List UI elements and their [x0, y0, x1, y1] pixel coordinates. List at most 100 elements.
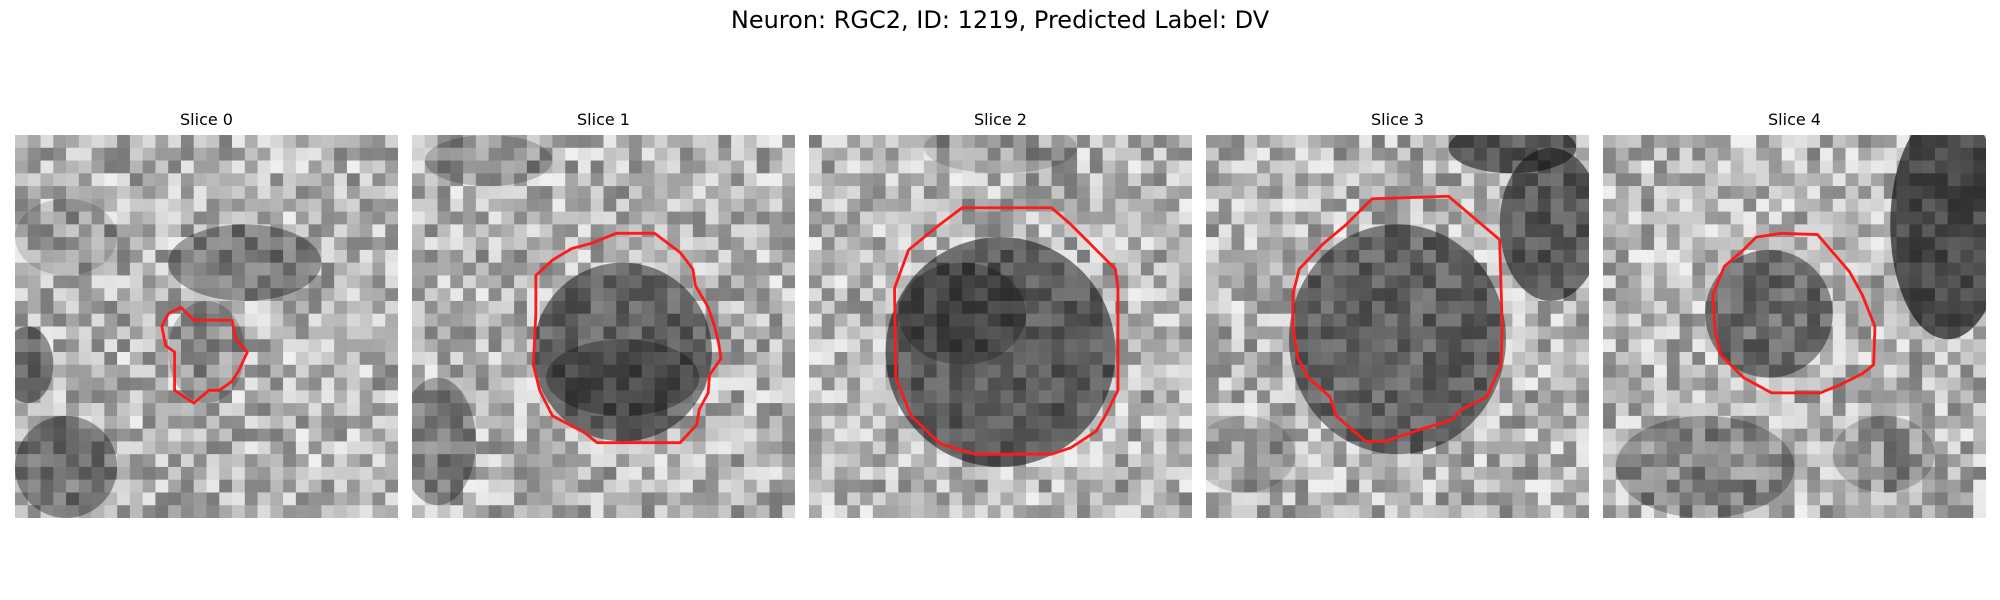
pixel: [359, 492, 373, 506]
pixel: [590, 377, 604, 391]
pixel: [1410, 211, 1424, 225]
pixel: [206, 479, 220, 493]
pixel: [1603, 237, 1617, 251]
pixel: [437, 326, 451, 340]
pixel: [782, 390, 795, 404]
pixel: [629, 441, 643, 455]
pixel: [372, 160, 386, 174]
pixel: [743, 262, 757, 276]
pixel: [834, 390, 848, 404]
pixel: [232, 454, 246, 468]
pixel: [782, 300, 795, 314]
pixel: [1448, 466, 1462, 480]
pixel: [412, 428, 426, 442]
pixel: [1768, 364, 1782, 378]
pixel: [1576, 300, 1589, 314]
pixel: [1550, 492, 1564, 506]
pixel: [1269, 466, 1283, 480]
pixel: [705, 173, 719, 187]
pixel: [1615, 198, 1629, 212]
pixel: [1359, 275, 1373, 289]
pixel: [860, 377, 874, 391]
pixel: [1768, 300, 1782, 314]
pixel: [949, 147, 963, 161]
pixel: [372, 364, 386, 378]
pixel: [437, 211, 451, 225]
pixel: [1384, 275, 1398, 289]
pixel: [1641, 352, 1655, 366]
pixel: [731, 224, 745, 238]
pixel: [1563, 377, 1577, 391]
pixel: [1333, 275, 1347, 289]
pixel: [53, 352, 67, 366]
pixel: [1615, 492, 1629, 506]
pixel: [1461, 377, 1475, 391]
pixel: [1615, 326, 1629, 340]
pixel: [1537, 339, 1551, 353]
pixel: [1576, 377, 1589, 391]
pixel: [1628, 339, 1642, 353]
pixel: [1666, 262, 1680, 276]
pixel: [91, 403, 105, 417]
pixel: [1359, 364, 1373, 378]
pixel: [1051, 173, 1065, 187]
pixel: [1705, 415, 1719, 429]
pixel: [1320, 492, 1334, 506]
pixel: [206, 377, 220, 391]
pixel: [129, 198, 143, 212]
pixel: [1359, 492, 1373, 506]
pixel: [219, 262, 233, 276]
pixel: [346, 135, 360, 149]
pixel: [334, 403, 348, 417]
pixel: [577, 364, 591, 378]
pixel: [1756, 428, 1770, 442]
pixel: [769, 186, 783, 200]
pixel: [295, 160, 309, 174]
pixel: [860, 313, 874, 327]
pixel: [680, 288, 694, 302]
pixel: [321, 186, 335, 200]
pixel: [1206, 313, 1220, 327]
pixel: [847, 390, 861, 404]
pixel: [1794, 249, 1808, 263]
pixel: [514, 147, 528, 161]
pixel: [1794, 352, 1808, 366]
pixel: [283, 339, 297, 353]
pixel: [1922, 415, 1936, 429]
pixel: [1166, 313, 1180, 327]
pixel: [321, 377, 335, 391]
pixel: [308, 326, 322, 340]
pixel: [756, 313, 770, 327]
pixel: [692, 377, 706, 391]
pixel: [718, 326, 732, 340]
pixel: [1576, 479, 1589, 493]
pixel: [475, 415, 489, 429]
pixel: [295, 275, 309, 289]
pixel: [359, 186, 373, 200]
pixel: [680, 237, 694, 251]
pixel: [1346, 262, 1360, 276]
pixel: [743, 249, 757, 263]
pixel: [923, 135, 937, 149]
pixel: [501, 262, 515, 276]
pixel: [1756, 415, 1770, 429]
pixel: [1794, 441, 1808, 455]
pixel: [514, 326, 528, 340]
pixel: [219, 211, 233, 225]
pixel: [1435, 198, 1449, 212]
pixel: [1461, 364, 1475, 378]
pixel: [1026, 466, 1040, 480]
pixel: [1333, 479, 1347, 493]
pixel: [1423, 377, 1437, 391]
pixel: [769, 441, 783, 455]
pixel: [1679, 313, 1693, 327]
pixel: [1295, 466, 1309, 480]
pixel: [1692, 224, 1706, 238]
pixel: [488, 479, 502, 493]
pixel: [1166, 364, 1180, 378]
pixel: [629, 186, 643, 200]
pixel: [1845, 173, 1859, 187]
pixel: [514, 377, 528, 391]
pixel: [308, 173, 322, 187]
pixel: [667, 147, 681, 161]
